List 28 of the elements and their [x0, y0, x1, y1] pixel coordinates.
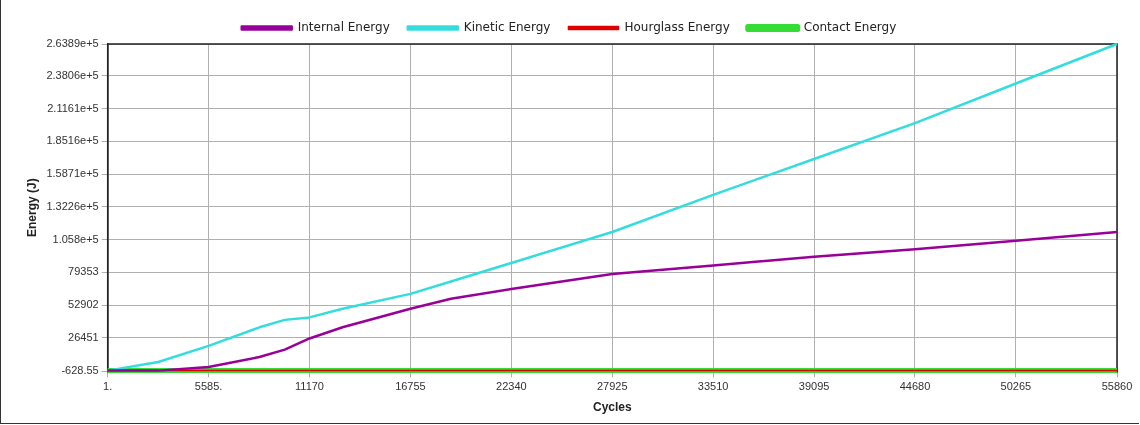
x-tick-label: 16755	[395, 380, 426, 393]
y-tick-label: 52902	[68, 298, 99, 311]
y-tick-label: 1.3226e+5	[46, 199, 99, 212]
x-tick-label: 50265	[1000, 380, 1032, 393]
legend-label: Contact Energy	[803, 20, 897, 35]
y-tick-label: 2.1161e+5	[47, 101, 99, 114]
x-tick-label: 1.	[103, 380, 113, 393]
legend-label: Hourglass Energy	[624, 20, 730, 35]
x-tick-label: 11170	[295, 380, 324, 393]
y-axis-title: Energy (J)	[24, 178, 39, 238]
x-tick-label: 44680	[899, 380, 931, 393]
x-tick-label: 33510	[697, 380, 729, 393]
y-tick-label: 1.058e+5	[52, 232, 99, 245]
x-tick-label: 27925	[596, 380, 628, 393]
y-tick-label: -628.55	[61, 364, 99, 377]
x-tick-label: 55860	[1101, 380, 1133, 393]
x-tick-label: 22340	[496, 380, 527, 393]
x-tick-label: 39095	[798, 380, 830, 393]
x-tick-label: 5585.	[194, 380, 223, 393]
y-tick-label: 26451	[68, 330, 99, 343]
legend-label: Internal Energy	[297, 20, 390, 35]
y-tick-label: 2.6389e+5	[46, 37, 99, 50]
x-axis-title: Cycles	[593, 400, 633, 415]
y-tick-label: 2.3806e+5	[46, 69, 99, 81]
y-tick-label: 1.8516e+5	[46, 134, 99, 147]
y-tick-label: 79353	[68, 265, 99, 278]
legend-label: Kinetic Energy	[463, 20, 551, 35]
y-tick-label: 1.5871e+5	[46, 167, 99, 180]
